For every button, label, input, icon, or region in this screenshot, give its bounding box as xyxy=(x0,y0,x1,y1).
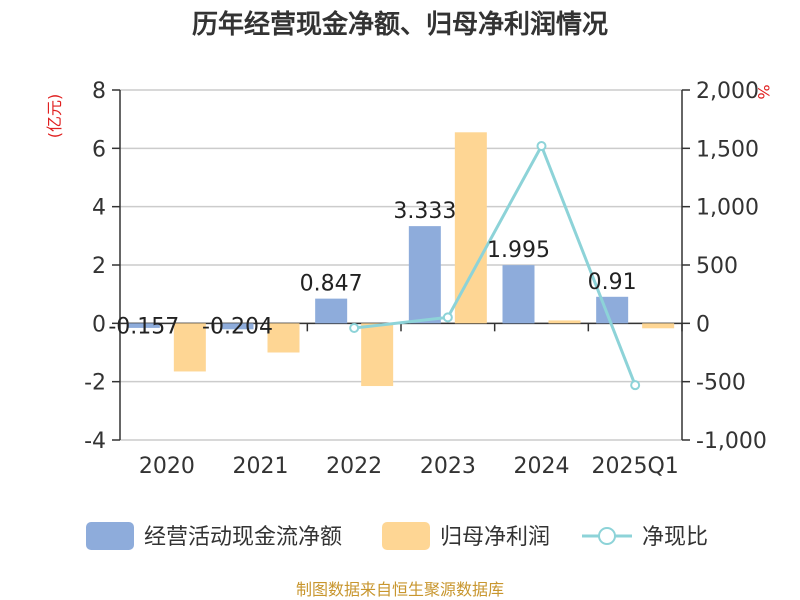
net-profit-bar xyxy=(361,323,394,387)
right-axis-unit: % xyxy=(754,84,773,99)
cashflow-data-label: 3.333 xyxy=(393,199,456,224)
ratio-point xyxy=(349,323,360,333)
left-tick-label: -2 xyxy=(84,371,106,396)
ratio-line xyxy=(349,141,641,391)
gridlines xyxy=(120,89,682,441)
cashflow-data-label: -0.157 xyxy=(108,314,179,339)
left-tick-label: 4 xyxy=(92,196,106,221)
legend: 经营活动现金流净额 归母净利润 净现比 xyxy=(86,522,708,550)
right-tick-label: 1,000 xyxy=(696,196,759,221)
legend-swatch-ratio-point xyxy=(598,527,616,545)
net-profit-bar xyxy=(173,323,206,372)
right-tick-label: 2,000 xyxy=(696,79,759,104)
right-tick-label: -500 xyxy=(696,371,746,396)
net-profit-bar xyxy=(267,323,300,353)
net-profit-bar xyxy=(454,132,487,324)
legend-label-net-profit: 归母净利润 xyxy=(440,525,550,550)
x-tick-label: 2023 xyxy=(420,454,476,479)
cashflow-data-label: 1.995 xyxy=(487,238,550,263)
legend-swatch-net-profit xyxy=(382,522,430,550)
left-tick-label: 8 xyxy=(92,79,106,104)
x-tick-label: 2021 xyxy=(233,454,289,479)
source-note: 制图数据来自恒生聚源数据库 xyxy=(296,580,504,599)
x-tick-label: 2020 xyxy=(139,454,195,479)
ratio-point xyxy=(630,380,641,391)
x-tick-label: 2022 xyxy=(326,454,382,479)
left-tick-label: 0 xyxy=(92,312,106,337)
data-labels: -0.157 -0.204 0.847 3.333 1.995 0.91 xyxy=(108,199,636,339)
ratio-line-path xyxy=(353,142,637,386)
chart-title: 历年经营现金净额、归母净利润情况 xyxy=(192,9,608,40)
left-tick-label: 2 xyxy=(92,254,106,279)
legend-swatch-cashflow xyxy=(86,522,134,550)
cashflow-bar xyxy=(315,298,348,324)
cashflow-bar xyxy=(221,323,254,330)
legend-label-ratio: 净现比 xyxy=(642,525,708,550)
cashflow-data-label: -0.204 xyxy=(202,314,273,339)
right-tick-label: 1,500 xyxy=(696,137,759,162)
left-tick-label: -4 xyxy=(84,429,106,454)
right-tick-label: -1,000 xyxy=(696,429,767,454)
cashflow-bar xyxy=(502,265,535,324)
x-tick-label: 2024 xyxy=(514,454,570,479)
ratio-point xyxy=(536,141,547,151)
left-axis-unit: (亿元) xyxy=(45,94,64,139)
ratio-point xyxy=(442,312,453,323)
x-tick-label: 2025Q1 xyxy=(592,454,679,479)
net-profit-bar xyxy=(548,320,581,324)
net-profit-bar xyxy=(642,323,675,329)
legend-label-cashflow: 经营活动现金流净额 xyxy=(144,525,342,550)
cashflow-bar xyxy=(127,323,160,328)
left-tick-label: 6 xyxy=(92,137,106,162)
right-tick-label: 500 xyxy=(696,254,738,279)
bars xyxy=(127,132,675,387)
cashflow-data-label: 0.91 xyxy=(588,270,637,295)
right-tick-label: 0 xyxy=(696,312,710,337)
cashflow-data-label: 0.847 xyxy=(300,272,363,297)
cashflow-bar xyxy=(408,226,441,324)
